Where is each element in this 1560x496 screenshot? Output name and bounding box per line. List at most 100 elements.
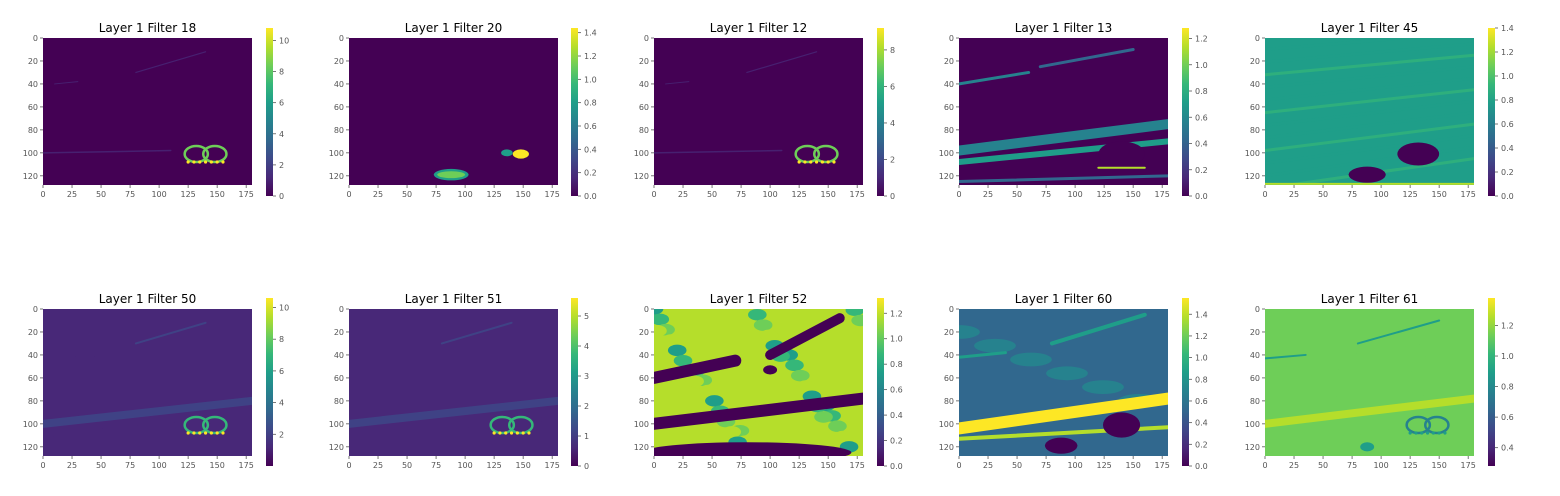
object-dot (1408, 431, 1412, 435)
x-tick-label: 125 (791, 190, 806, 199)
colorbar-tick-label: 8 (279, 68, 284, 77)
object-loop (201, 144, 228, 164)
y-tick-label: 20 (334, 328, 344, 337)
blob (699, 384, 718, 397)
streak (1265, 361, 1474, 397)
streak (1265, 311, 1474, 342)
x-tick-label: 100 (151, 461, 166, 470)
streak (54, 81, 79, 85)
colorbar-tick-label: 1 (584, 432, 589, 441)
object-dot (814, 160, 819, 164)
colorbar-tick-label: 0 (279, 192, 284, 201)
streak (1265, 111, 1474, 140)
blob (796, 380, 816, 392)
y-tick-label: 80 (1250, 126, 1260, 135)
streak (1265, 88, 1474, 115)
colorbar-tick-label: 2 (584, 402, 589, 411)
blob (437, 171, 466, 179)
y-tick-label: 60 (1250, 374, 1260, 383)
y-tick-label: 0 (949, 34, 954, 43)
object-loop (812, 144, 839, 164)
x-tick-label: 175 (239, 190, 254, 199)
colorbar-tick-label: 0.0 (1195, 462, 1208, 471)
colorbar (571, 28, 578, 196)
blob (654, 313, 670, 326)
x-tick-label: 50 (1012, 461, 1022, 470)
x-tick-label: 50 (96, 461, 106, 470)
streak (349, 416, 558, 438)
x-tick-label: 0 (1262, 461, 1267, 470)
y-tick-label: 60 (28, 374, 38, 383)
x-tick-label: 75 (1347, 190, 1357, 199)
object-loop (489, 415, 516, 435)
colorbar-tick-label: 1.0 (890, 335, 903, 344)
background (654, 38, 863, 185)
y-tick-label: 0 (644, 305, 649, 314)
x-tick-label: 125 (791, 461, 806, 470)
x-tick-label: 75 (125, 190, 135, 199)
object-dot (203, 431, 208, 435)
streak (1049, 312, 1147, 346)
streak (746, 51, 818, 74)
y-tick-label: 80 (28, 126, 38, 135)
x-tick-label: 25 (67, 190, 77, 199)
y-tick-label: 120 (23, 172, 38, 181)
colorbar-tick-label: 0.2 (1195, 440, 1208, 449)
x-tick-label: 175 (239, 461, 254, 470)
object-dot (221, 160, 225, 164)
object-dot (198, 431, 202, 435)
x-tick-label: 50 (707, 461, 717, 470)
x-tick-label: 125 (180, 190, 195, 199)
y-tick-label: 40 (28, 80, 38, 89)
streak (1356, 319, 1441, 345)
x-tick-label: 100 (457, 461, 472, 470)
heatmap-content (43, 38, 252, 185)
heatmap-content (43, 309, 252, 456)
y-tick-label: 20 (1250, 328, 1260, 337)
colorbar-tick-label: 10 (279, 304, 289, 313)
object-dot (1425, 431, 1430, 435)
x-tick-label: 25 (373, 461, 383, 470)
object-dot (1420, 431, 1424, 435)
x-tick-label: 175 (850, 461, 865, 470)
object-dot (215, 431, 219, 435)
colorbar-tick-label: 1.2 (1195, 332, 1208, 341)
blob (722, 426, 742, 438)
x-tick-label: 175 (1155, 190, 1170, 199)
x-tick-label: 0 (346, 461, 351, 470)
streak (43, 416, 252, 438)
object-dot (209, 160, 213, 164)
colorbar-tick-label: 2 (279, 430, 284, 439)
x-tick-label: 100 (457, 190, 472, 199)
colorbar (1182, 298, 1189, 466)
streak (959, 392, 1168, 435)
y-tick-label: 40 (334, 80, 344, 89)
blob (673, 354, 693, 367)
colorbar-tick-label: 0.6 (1501, 120, 1514, 129)
object-loop (201, 415, 228, 435)
y-tick-label: 100 (1245, 420, 1260, 429)
colorbar-tick-label: 0 (584, 462, 589, 471)
y-tick-label: 60 (28, 103, 38, 112)
x-tick-label: 75 (1041, 461, 1051, 470)
streak (1265, 53, 1474, 77)
panel-title: Layer 1 Filter 50 (99, 292, 197, 306)
object-dot (192, 431, 196, 435)
x-tick-label: 150 (210, 461, 225, 470)
y-tick-label: 80 (334, 397, 344, 406)
colorbar-tick-label: 6 (890, 82, 895, 91)
heatmap-panel: Layer 1 Filter 120 25 50 75 100 125 150 1750204… (634, 21, 895, 201)
object-dot (198, 160, 202, 164)
streak (959, 70, 1031, 86)
colorbar-tick-label: 10 (279, 36, 289, 45)
blob (814, 411, 833, 423)
blob (753, 319, 773, 331)
heatmap-content (349, 309, 558, 456)
object-loop (507, 415, 534, 435)
colorbar (1488, 28, 1495, 196)
colorbar-tick-label: 0 (890, 192, 895, 201)
x-tick-label: 0 (651, 190, 656, 199)
streak (1265, 336, 1474, 369)
x-tick-label: 50 (1318, 461, 1328, 470)
